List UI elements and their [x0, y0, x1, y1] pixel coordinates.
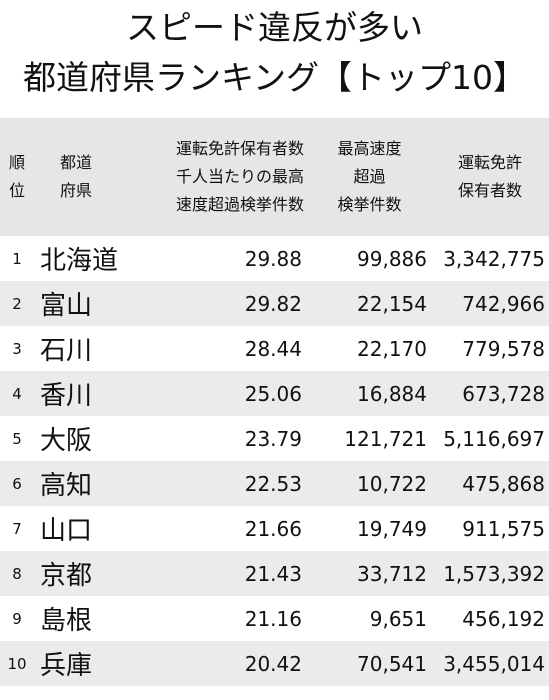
- count-cell: 70,541: [308, 641, 431, 686]
- rate-cell: 28.44: [130, 326, 308, 371]
- header-holders-line: 運転免許: [457, 153, 522, 172]
- header-rate-line: 千人当たりの最高: [175, 167, 304, 186]
- table-row: 5 大阪 23.79 121,721 5,116,697: [0, 416, 549, 461]
- count-cell: 10,722: [308, 461, 431, 506]
- holders-cell: 673,728: [431, 371, 549, 416]
- header-prefecture-line: 都道: [60, 153, 93, 172]
- table-row: 3 石川 28.44 22,170 779,578: [0, 326, 549, 371]
- prefecture-cell: 兵庫: [34, 641, 130, 686]
- rate-cell: 21.16: [130, 596, 308, 641]
- holders-cell: 1,573,392: [431, 551, 549, 596]
- count-cell: 22,170: [308, 326, 431, 371]
- rate-cell: 20.42: [130, 641, 308, 686]
- holders-cell: 475,868: [431, 461, 549, 506]
- prefecture-cell: 島根: [34, 596, 130, 641]
- prefecture-cell: 香川: [34, 371, 130, 416]
- header-rank-line: 順: [8, 153, 25, 172]
- count-cell: 19,749: [308, 506, 431, 551]
- rank-cell: 3: [0, 326, 34, 371]
- prefecture-cell: 高知: [34, 461, 130, 506]
- header-count-line: 検挙件数: [337, 195, 402, 214]
- header-rate-line: 運転免許保有者数: [175, 139, 304, 158]
- table-header: 順 位 都道 府県 運転免許保有者数 千人当たりの最高 速度超過検挙件数 最高速…: [0, 118, 549, 236]
- title-line-1: スピード違反が多い: [126, 8, 423, 47]
- rate-cell: 25.06: [130, 371, 308, 416]
- rank-cell: 6: [0, 461, 34, 506]
- header-count: 最高速度 超過 検挙件数: [308, 118, 431, 236]
- rank-cell: 1: [0, 236, 34, 281]
- holders-cell: 779,578: [431, 326, 549, 371]
- ranking-table: 順 位 都道 府県 運転免許保有者数 千人当たりの最高 速度超過検挙件数 最高速…: [0, 118, 549, 686]
- table-row: 4 香川 25.06 16,884 673,728: [0, 371, 549, 416]
- holders-cell: 456,192: [431, 596, 549, 641]
- header-count-line: 超過: [353, 167, 386, 186]
- header-prefecture: 都道 府県: [34, 118, 130, 236]
- count-cell: 99,886: [308, 236, 431, 281]
- header-holders: 運転免許 保有者数: [431, 118, 549, 236]
- rank-cell: 8: [0, 551, 34, 596]
- prefecture-cell: 京都: [34, 551, 130, 596]
- table-row: 6 高知 22.53 10,722 475,868: [0, 461, 549, 506]
- rank-cell: 4: [0, 371, 34, 416]
- header-rank-line: 位: [8, 181, 25, 200]
- table-row: 2 富山 29.82 22,154 742,966: [0, 281, 549, 326]
- header-row: 順 位 都道 府県 運転免許保有者数 千人当たりの最高 速度超過検挙件数 最高速…: [0, 118, 549, 236]
- rate-cell: 22.53: [130, 461, 308, 506]
- count-cell: 22,154: [308, 281, 431, 326]
- holders-cell: 3,455,014: [431, 641, 549, 686]
- header-rate-line: 速度超過検挙件数: [175, 195, 304, 214]
- table-row: 8 京都 21.43 33,712 1,573,392: [0, 551, 549, 596]
- rank-cell: 10: [0, 641, 34, 686]
- header-rate: 運転免許保有者数 千人当たりの最高 速度超過検挙件数: [130, 118, 308, 236]
- count-cell: 121,721: [308, 416, 431, 461]
- count-cell: 9,651: [308, 596, 431, 641]
- table-row: 1 北海道 29.88 99,886 3,342,775: [0, 236, 549, 281]
- table-row: 7 山口 21.66 19,749 911,575: [0, 506, 549, 551]
- rank-cell: 7: [0, 506, 34, 551]
- prefecture-cell: 大阪: [34, 416, 130, 461]
- rate-cell: 29.82: [130, 281, 308, 326]
- rate-cell: 21.43: [130, 551, 308, 596]
- header-holders-line: 保有者数: [457, 181, 522, 200]
- prefecture-cell: 山口: [34, 506, 130, 551]
- rank-cell: 9: [0, 596, 34, 641]
- holders-cell: 5,116,697: [431, 416, 549, 461]
- header-count-line: 最高速度: [337, 139, 402, 158]
- holders-cell: 911,575: [431, 506, 549, 551]
- title-line-2: 都道府県ランキング【トップ10】: [22, 58, 526, 97]
- prefecture-cell: 石川: [34, 326, 130, 371]
- count-cell: 16,884: [308, 371, 431, 416]
- header-rank: 順 位: [0, 118, 34, 236]
- count-cell: 33,712: [308, 551, 431, 596]
- holders-cell: 3,342,775: [431, 236, 549, 281]
- rate-cell: 29.88: [130, 236, 308, 281]
- table-row: 9 島根 21.16 9,651 456,192: [0, 596, 549, 641]
- prefecture-cell: 北海道: [34, 236, 130, 281]
- rate-cell: 21.66: [130, 506, 308, 551]
- table-body: 1 北海道 29.88 99,886 3,342,775 2 富山 29.82 …: [0, 236, 549, 686]
- rank-cell: 5: [0, 416, 34, 461]
- rank-cell: 2: [0, 281, 34, 326]
- holders-cell: 742,966: [431, 281, 549, 326]
- table-row: 10 兵庫 20.42 70,541 3,455,014: [0, 641, 549, 686]
- rate-cell: 23.79: [130, 416, 308, 461]
- header-prefecture-line: 府県: [60, 181, 93, 200]
- prefecture-cell: 富山: [34, 281, 130, 326]
